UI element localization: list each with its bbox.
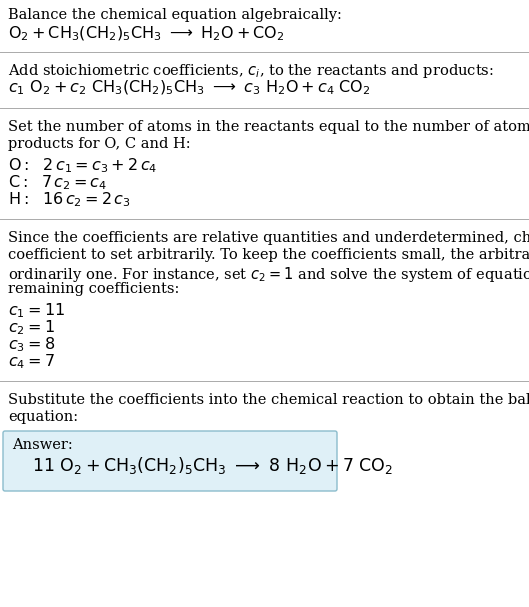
- Text: $c_1 = 11$: $c_1 = 11$: [8, 301, 65, 320]
- Text: ordinarily one. For instance, set $c_2 = 1$ and solve the system of equations fo: ordinarily one. For instance, set $c_2 =…: [8, 265, 529, 284]
- Text: $\mathrm{C:} \ \ 7\,c_2 = c_4$: $\mathrm{C:} \ \ 7\,c_2 = c_4$: [8, 173, 107, 192]
- Text: $\mathrm{H:} \ \ 16\,c_2 = 2\,c_3$: $\mathrm{H:} \ \ 16\,c_2 = 2\,c_3$: [8, 190, 131, 209]
- Text: products for O, C and H:: products for O, C and H:: [8, 137, 190, 151]
- Text: $c_1\ \mathrm{O}_2 + c_2\ \mathrm{CH}_3(\mathrm{CH}_2)_5\mathrm{CH}_3 \ \longrig: $c_1\ \mathrm{O}_2 + c_2\ \mathrm{CH}_3(…: [8, 79, 371, 97]
- Text: Answer:: Answer:: [12, 438, 73, 452]
- Text: $c_4 = 7$: $c_4 = 7$: [8, 352, 55, 371]
- Text: coefficient to set arbitrarily. To keep the coefficients small, the arbitrary va: coefficient to set arbitrarily. To keep …: [8, 248, 529, 262]
- Text: $c_3 = 8$: $c_3 = 8$: [8, 335, 55, 354]
- Text: equation:: equation:: [8, 410, 78, 424]
- FancyBboxPatch shape: [3, 431, 337, 491]
- Text: $c_2 = 1$: $c_2 = 1$: [8, 318, 55, 337]
- Text: Substitute the coefficients into the chemical reaction to obtain the balanced: Substitute the coefficients into the che…: [8, 393, 529, 407]
- Text: $11\ \mathrm{O}_2 + \mathrm{CH}_3(\mathrm{CH}_2)_5\mathrm{CH}_3 \ \longrightarro: $11\ \mathrm{O}_2 + \mathrm{CH}_3(\mathr…: [32, 455, 393, 476]
- Text: remaining coefficients:: remaining coefficients:: [8, 282, 179, 296]
- Text: Since the coefficients are relative quantities and underdetermined, choose a: Since the coefficients are relative quan…: [8, 231, 529, 245]
- Text: Add stoichiometric coefficients, $c_i$, to the reactants and products:: Add stoichiometric coefficients, $c_i$, …: [8, 62, 494, 80]
- Text: Set the number of atoms in the reactants equal to the number of atoms in the: Set the number of atoms in the reactants…: [8, 120, 529, 134]
- Text: $\mathrm{O:} \ \ 2\,c_1 = c_3 + 2\,c_4$: $\mathrm{O:} \ \ 2\,c_1 = c_3 + 2\,c_4$: [8, 156, 158, 175]
- Text: Balance the chemical equation algebraically:: Balance the chemical equation algebraica…: [8, 8, 342, 22]
- Text: $\mathrm{O}_2 + \mathrm{CH}_3(\mathrm{CH}_2)_5\mathrm{CH}_3 \ \longrightarrow \ : $\mathrm{O}_2 + \mathrm{CH}_3(\mathrm{CH…: [8, 25, 285, 43]
